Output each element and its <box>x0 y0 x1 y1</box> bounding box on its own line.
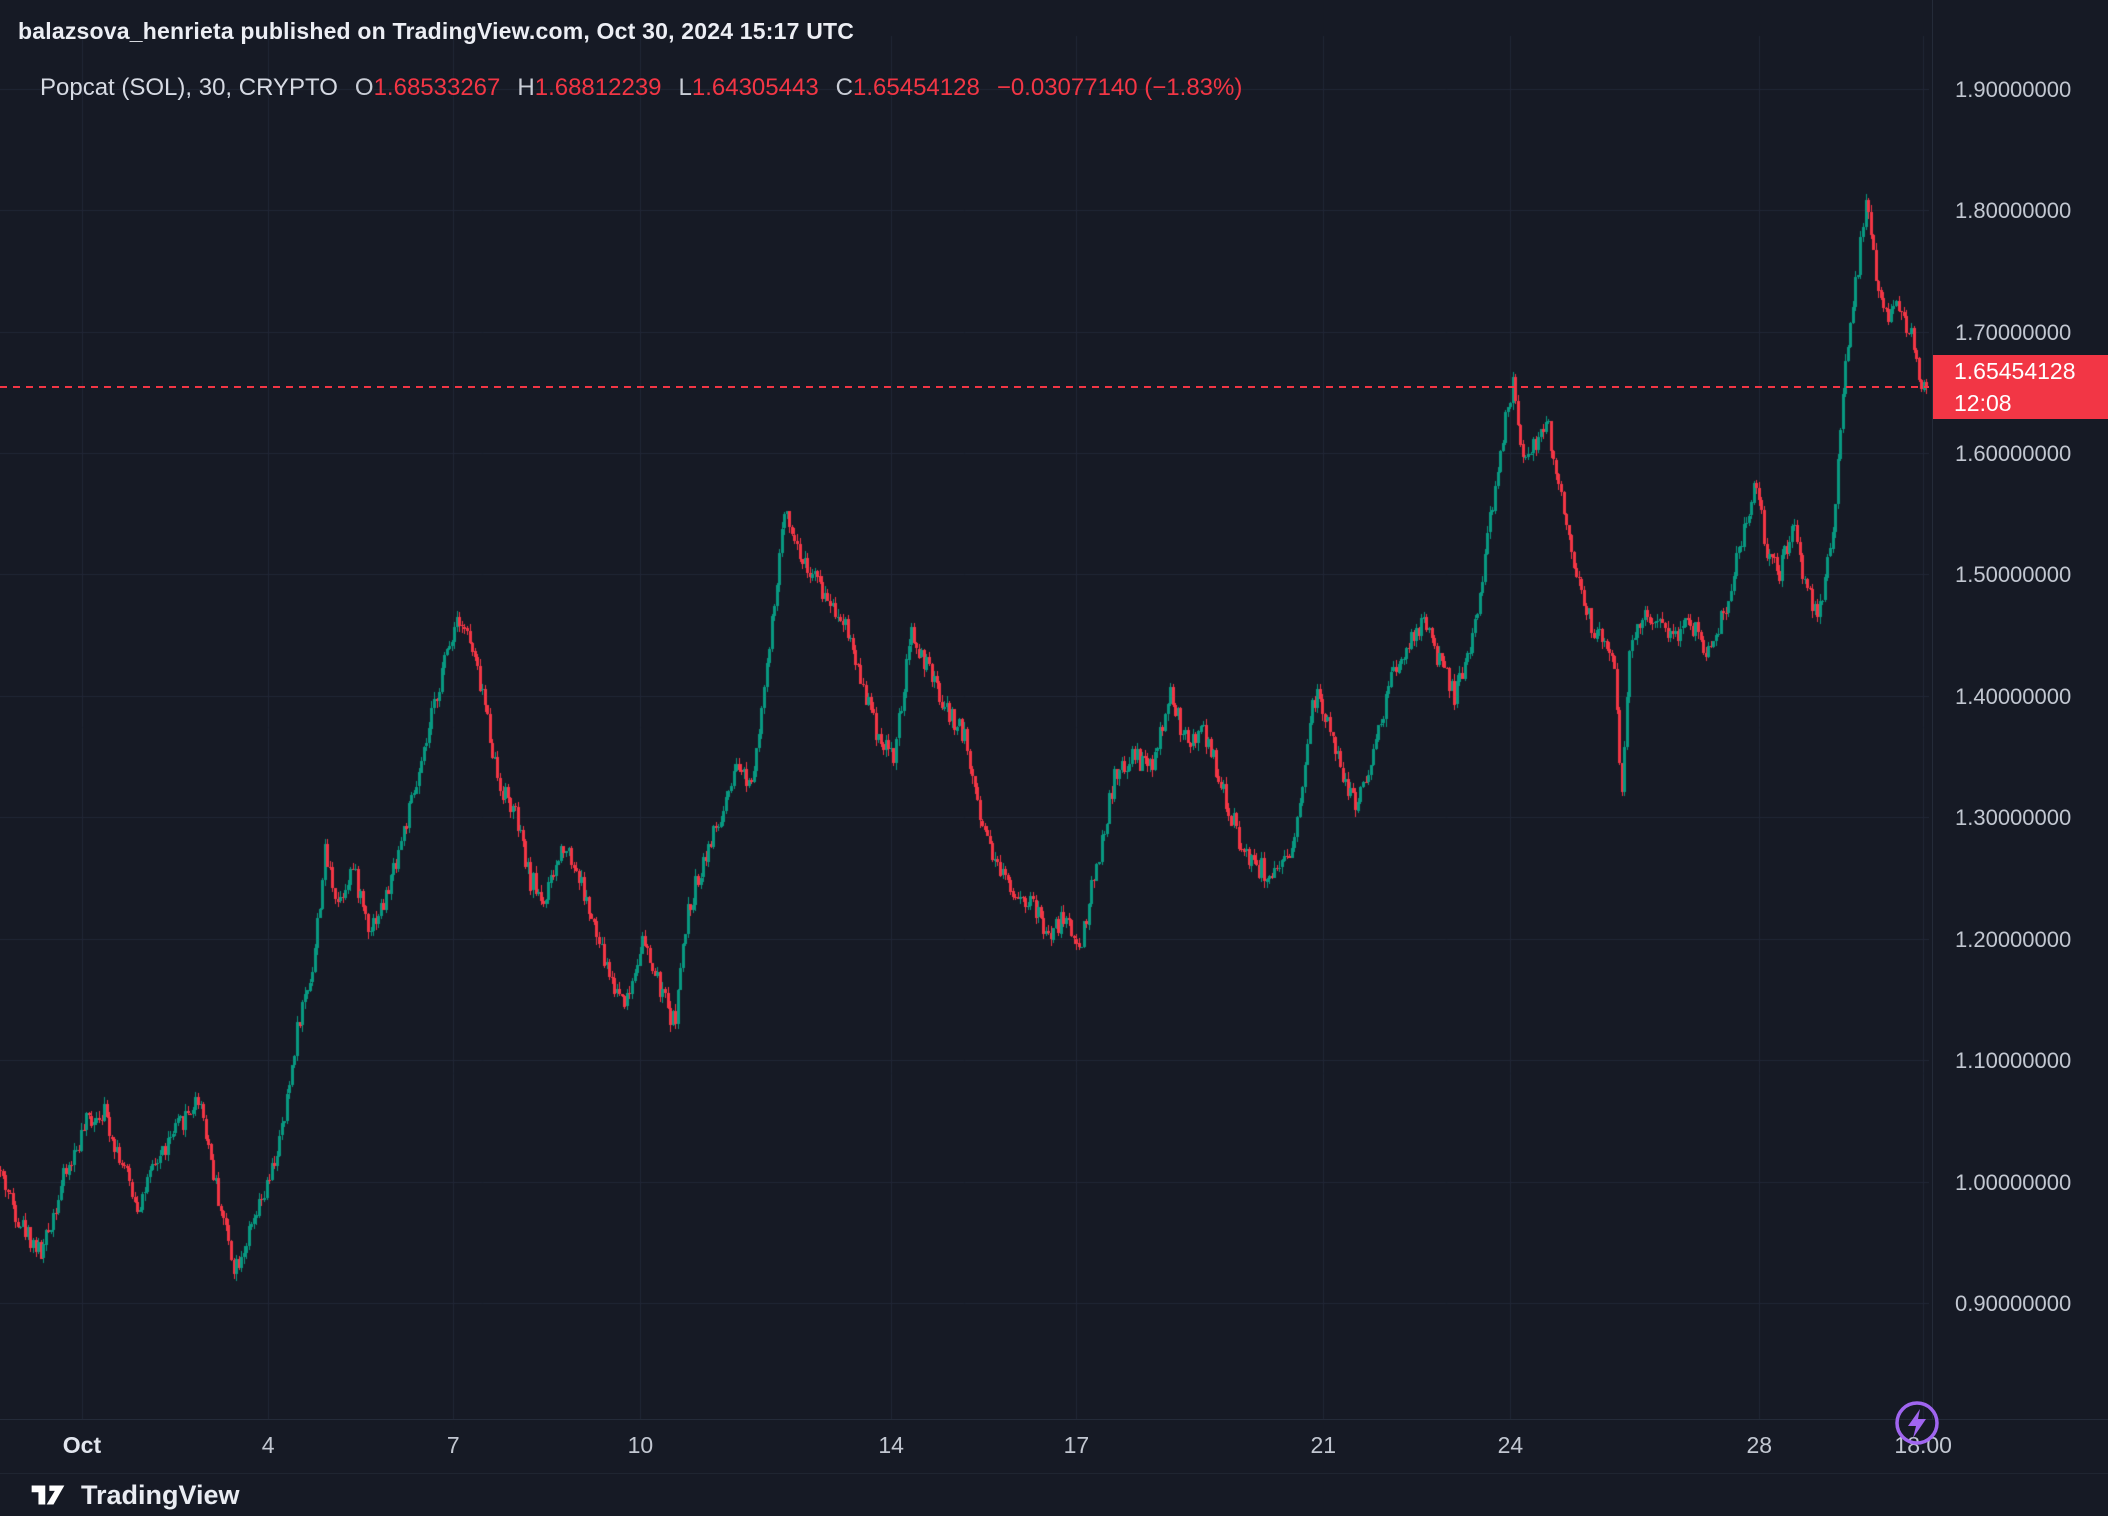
last-price-value: 1.65454128 <box>1954 357 2076 384</box>
price-axis[interactable]: 1.90000000 1.80000000 1.70000000 1.60000000… <box>1932 0 2108 1419</box>
price-axis-label: 1.90000000 <box>1955 76 2072 102</box>
price-axis-label: 1.00000000 <box>1955 1169 2072 1195</box>
price-axis-label: 1.60000000 <box>1955 441 2072 466</box>
lightning-icon <box>1895 1401 1939 1445</box>
time-axis-label: 21 <box>1310 1432 1337 1458</box>
time-axis-label: 24 <box>1497 1432 1524 1458</box>
time-axis[interactable]: Oct 4 7 10 14 17 21 24 28 18:00 <box>0 1419 2108 1473</box>
bar-countdown: 12:08 <box>1954 389 2012 416</box>
time-axis-label: Oct <box>62 1432 102 1458</box>
ohlc-close: C1.65454128 <box>835 74 980 101</box>
time-axis-label: 17 <box>1063 1432 1090 1458</box>
attribution-text: balazsova_henrieta published on TradingV… <box>18 18 855 44</box>
candlestick-chart-canvas[interactable] <box>0 0 1929 1419</box>
price-axis-label: 1.50000000 <box>1955 562 2072 588</box>
price-axis-label: 1.70000000 <box>1955 319 2072 345</box>
flash-chart-button[interactable] <box>1890 1396 1944 1450</box>
ohlc-high: H1.68812239 <box>517 74 662 101</box>
time-axis-label: 14 <box>878 1432 904 1458</box>
footer-watermark[interactable]: TradingView <box>0 1473 2108 1516</box>
ohlc-low: L1.64305443 <box>678 74 819 101</box>
last-price-badge: 1.65454128 12:08 <box>1933 354 2108 419</box>
price-change: −0.03077140 (−1.83%) <box>996 74 1243 101</box>
price-axis-label: 1.20000000 <box>1955 926 2072 952</box>
last-price-line <box>0 385 1929 388</box>
ohlc-open: O1.68533267 <box>354 74 501 101</box>
time-axis-label: 28 <box>1746 1432 1773 1458</box>
price-axis-label: 1.40000000 <box>1955 683 2072 709</box>
symbol-legend[interactable]: Popcat (SOL), 30, CRYPTO O1.68533267 H1.… <box>40 74 1242 102</box>
price-axis-label: 1.10000000 <box>1955 1048 2072 1074</box>
price-axis-label: 1.30000000 <box>1955 805 2072 831</box>
time-axis-label: 4 <box>261 1432 275 1458</box>
symbol-title[interactable]: Popcat (SOL), 30, CRYPTO <box>40 74 338 101</box>
tradingview-brand-text: TradingView <box>81 1479 240 1510</box>
price-axis-label: 0.90000000 <box>1955 1291 2072 1317</box>
time-axis-label: 7 <box>446 1432 460 1458</box>
price-axis-label: 1.80000000 <box>1955 198 2072 224</box>
tradingview-logo-icon <box>31 1485 65 1505</box>
time-axis-label: 10 <box>627 1432 654 1458</box>
